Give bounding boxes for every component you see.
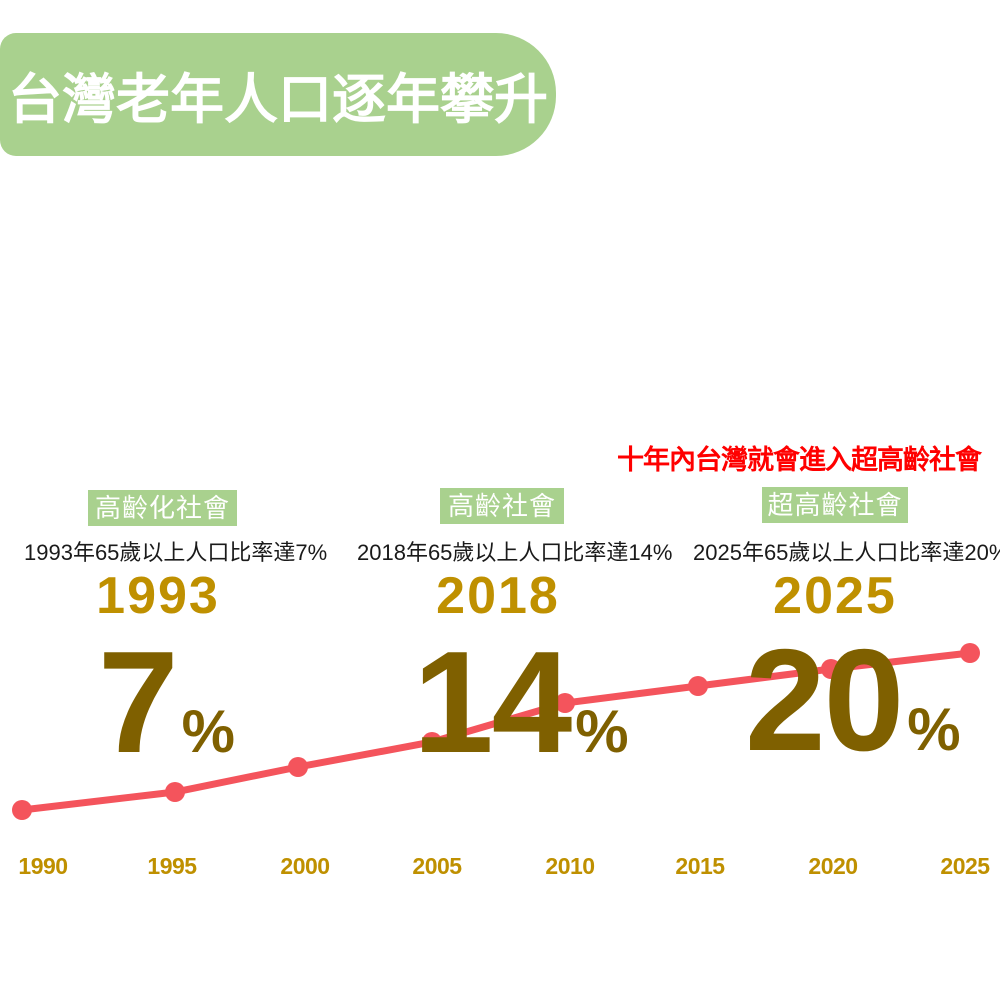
milestone-percent-number: 14 — [413, 621, 572, 783]
milestone-label-super-aged-society: 超高齡社會 — [762, 487, 908, 523]
data-point-2010 — [555, 693, 575, 713]
title-banner: 台灣老年人口逐年攀升 — [0, 33, 556, 156]
data-point-2005 — [422, 732, 442, 752]
milestone-year-2018: 2018 — [436, 567, 560, 625]
milestone-year-2025: 2025 — [773, 567, 897, 625]
x-axis-label-2025: 2025 — [940, 853, 990, 879]
data-point-2015 — [688, 676, 708, 696]
data-point-1995 — [165, 782, 185, 802]
x-axis-label-1995: 1995 — [147, 853, 197, 879]
percent-sign: % — [181, 698, 236, 765]
milestone-year-1993: 1993 — [96, 567, 220, 625]
data-point-2025 — [960, 643, 980, 663]
milestone-label-aging-society: 高齡化社會 — [88, 490, 237, 526]
trend-line — [21, 649, 971, 814]
page-title: 台灣老年人口逐年攀升 — [8, 70, 548, 130]
milestone-value-2018: 14% — [413, 630, 629, 794]
milestone-value-2025: 20% — [745, 628, 961, 792]
milestone-value-1993: 7% — [98, 630, 236, 794]
x-axis-label-2010: 2010 — [545, 853, 595, 879]
milestone-percent-number: 20 — [745, 619, 904, 781]
milestone-description-2018: 2018年65歲以上人口比率達14% — [357, 540, 673, 565]
percent-sign: % — [575, 698, 629, 765]
x-axis-label-2015: 2015 — [675, 853, 725, 879]
x-axis-label-2000: 2000 — [280, 853, 330, 879]
warning-note: 十年內台灣就會進入超高齡社會 — [617, 445, 982, 475]
milestone-description-1993: 1993年65歲以上人口比率達7% — [24, 540, 328, 565]
percent-sign: % — [907, 696, 961, 763]
x-axis-label-2005: 2005 — [412, 853, 462, 879]
milestone-label-aged-society: 高齡社會 — [440, 488, 564, 524]
x-axis-label-2020: 2020 — [808, 853, 858, 879]
x-axis-label-1990: 1990 — [18, 853, 68, 879]
data-point-1990 — [12, 800, 32, 820]
milestone-description-2025: 2025年65歲以上人口比率達20% — [693, 540, 1000, 565]
milestone-percent-number: 7 — [98, 621, 179, 783]
data-point-2000 — [288, 757, 308, 777]
data-point-2020 — [821, 659, 841, 679]
